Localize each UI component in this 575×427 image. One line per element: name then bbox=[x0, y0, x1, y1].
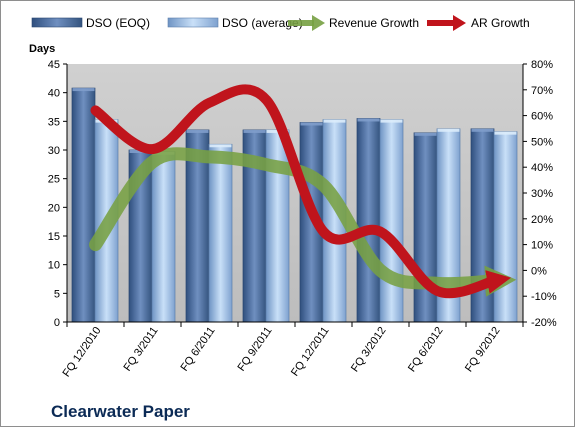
y-tick-label-3: 15 bbox=[48, 231, 60, 243]
bar-dso-eoq-0 bbox=[71, 87, 96, 323]
bar-dso-average-5 bbox=[379, 119, 404, 323]
x-tick-label-6: FQ 6/2012 bbox=[406, 325, 446, 374]
legend-swatch-ar-growth-arrow bbox=[453, 15, 466, 31]
y2-tick-label-2: 0% bbox=[531, 265, 547, 277]
bar-cap-dso-average-4 bbox=[323, 119, 346, 123]
bar-cap-dso-eoq-6 bbox=[414, 132, 437, 136]
chart-title: Clearwater Paper bbox=[51, 402, 190, 421]
y-axis-title: Days bbox=[29, 43, 55, 55]
legend-item-revenue-growth: Revenue Growth bbox=[288, 15, 419, 31]
bar-dso-average-1 bbox=[151, 151, 176, 323]
y2-tick-label-0: -20% bbox=[531, 317, 557, 329]
y2-tick-label-1: -10% bbox=[531, 291, 557, 303]
legend-item-dso-eoq: DSO (EOQ) bbox=[31, 16, 150, 30]
bars bbox=[71, 87, 518, 323]
bar-cap-dso-eoq-7 bbox=[471, 128, 494, 132]
y-tick-label-5: 25 bbox=[48, 174, 60, 186]
bar-cap-dso-eoq-0 bbox=[72, 88, 95, 92]
bar-cap-dso-eoq-2 bbox=[186, 129, 209, 133]
bar-cap-dso-eoq-5 bbox=[357, 118, 380, 122]
y-tick-label-0: 0 bbox=[54, 317, 60, 329]
x-tick-label-3: FQ 9/2011 bbox=[235, 325, 274, 374]
legend-item-ar-growth: AR Growth bbox=[427, 15, 530, 31]
legend-swatch-dso-eoq bbox=[31, 17, 83, 28]
legend-label-dso-average: DSO (average) bbox=[222, 16, 303, 30]
legend-label-dso-eoq: DSO (EOQ) bbox=[86, 16, 150, 30]
line-ar-growth bbox=[90, 84, 512, 299]
y-tick-label-6: 30 bbox=[48, 145, 60, 157]
x-tick-label-4: FQ 12/2011 bbox=[289, 325, 332, 379]
legend-label-ar-growth: AR Growth bbox=[471, 16, 530, 30]
x-tick-label-0: FQ 12/2010 bbox=[61, 325, 104, 379]
bar-cap-dso-average-6 bbox=[437, 128, 460, 132]
legend-label-revenue-growth: Revenue Growth bbox=[329, 16, 419, 30]
y-tick-label-9: 45 bbox=[48, 59, 60, 71]
bar-dso-eoq-5 bbox=[356, 118, 381, 323]
y2-tick-label-10: 80% bbox=[531, 59, 553, 71]
x-tick-label-5: FQ 3/2012 bbox=[349, 325, 389, 374]
legend-swatch-dso-average bbox=[167, 17, 219, 28]
bar-cap-dso-average-7 bbox=[494, 131, 517, 135]
bar-cap-dso-eoq-3 bbox=[243, 129, 266, 133]
y2-tick-label-9: 70% bbox=[531, 85, 553, 97]
bar-cap-dso-average-2 bbox=[209, 144, 232, 148]
growth-lines bbox=[89, 84, 517, 299]
x-tick-label-2: FQ 6/2011 bbox=[178, 325, 217, 374]
y-tick-label-2: 10 bbox=[48, 260, 60, 272]
y-tick-label-4: 20 bbox=[48, 202, 60, 214]
y2-tick-label-8: 60% bbox=[531, 111, 553, 123]
bar-cap-dso-average-5 bbox=[380, 119, 403, 123]
bar-dso-average-2 bbox=[208, 143, 233, 323]
y2-tick-label-6: 40% bbox=[531, 162, 553, 174]
y-tick-label-7: 35 bbox=[48, 116, 60, 128]
y2-tick-label-4: 20% bbox=[531, 214, 553, 226]
legend-swatch-revenue-growth-arrow bbox=[312, 15, 325, 31]
legend-item-dso-average: DSO (average) bbox=[167, 16, 303, 30]
legend: DSO (EOQ) DSO (average) Revenue Growth A… bbox=[31, 15, 530, 31]
x-tick-label-7: FQ 9/2012 bbox=[463, 325, 503, 374]
y-tick-label-8: 40 bbox=[48, 88, 60, 100]
x-tick-label-1: FQ 3/2011 bbox=[121, 325, 160, 374]
y2-tick-label-3: 10% bbox=[531, 240, 553, 252]
y2-tick-label-5: 30% bbox=[531, 188, 553, 200]
y-tick-label-1: 5 bbox=[54, 288, 60, 300]
y2-tick-label-7: 50% bbox=[531, 136, 553, 148]
bar-dso-average-7 bbox=[493, 131, 518, 323]
bar-cap-dso-eoq-4 bbox=[300, 122, 323, 126]
